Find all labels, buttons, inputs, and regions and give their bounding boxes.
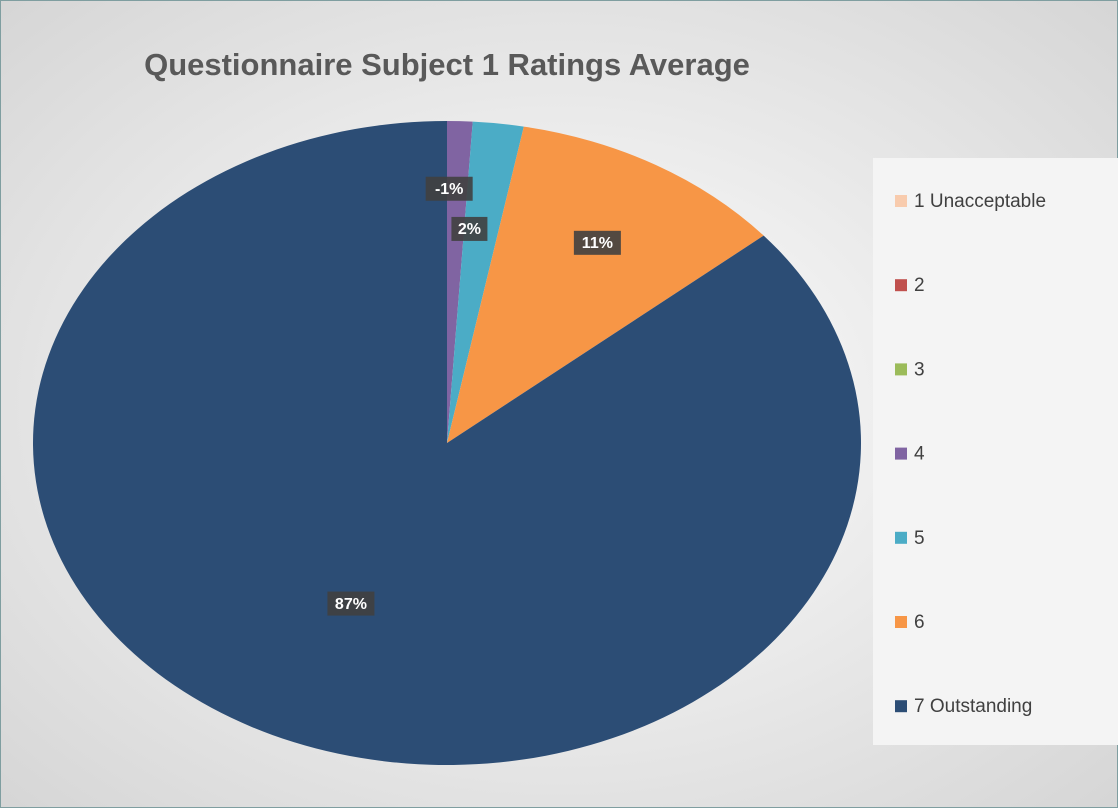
pie-slice [32,121,861,765]
data-label: -1% [435,181,463,198]
legend-swatch [895,700,907,713]
legend-label: 4 [914,444,925,465]
legend-label: 6 [914,612,925,633]
data-label: 2% [458,221,481,238]
legend-label: 5 [914,528,925,549]
chart-title: Questionnaire Subject 1 Ratings Average [144,47,750,82]
pie-slice [447,121,473,443]
legend-box [873,158,1118,745]
data-label: 11% [582,235,613,252]
legend-label: 2 [914,275,925,296]
data-label-box [573,230,621,255]
legend-label: 1 Unacceptable [914,191,1046,212]
legend-swatch [895,616,907,628]
data-label-box [327,591,375,616]
pie-slice [447,126,764,443]
legend-swatch [895,195,907,207]
legend-swatch [895,447,907,460]
pie-slice [447,121,524,444]
legend: 1 Unacceptable 2 3 4 5 6 7 Outstanding [895,191,1046,717]
data-labels: -1% 2% 11% 87% [327,176,621,616]
legend-swatch [895,363,907,376]
legend-label: 7 Outstanding [914,696,1032,717]
legend-swatch [895,531,907,544]
data-label-box [451,216,488,241]
legend-swatch [895,279,907,292]
data-label-box [425,176,473,201]
pie [32,121,861,765]
data-label: 87% [335,596,367,613]
legend-label: 3 [914,359,925,380]
